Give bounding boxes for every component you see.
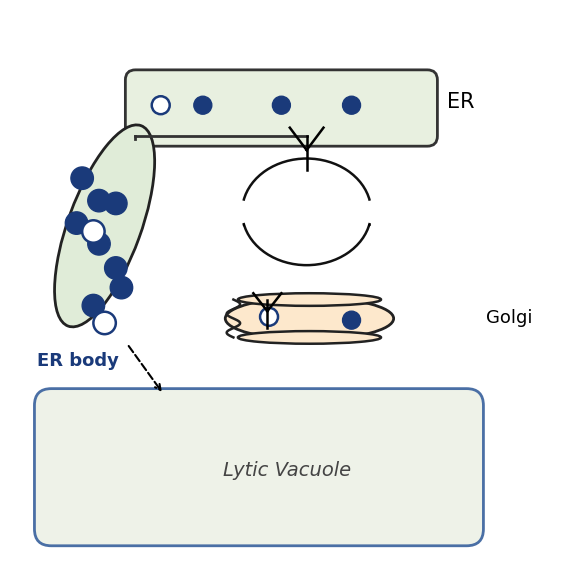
Circle shape [273, 96, 290, 114]
Ellipse shape [238, 331, 381, 343]
Ellipse shape [225, 297, 394, 340]
Text: ER body: ER body [37, 351, 119, 369]
Ellipse shape [55, 125, 154, 327]
Circle shape [110, 276, 133, 299]
Circle shape [104, 257, 127, 279]
Circle shape [88, 190, 110, 212]
Circle shape [104, 192, 127, 215]
Text: Golgi: Golgi [486, 310, 533, 328]
Text: Lytic Vacuole: Lytic Vacuole [223, 461, 351, 479]
Circle shape [88, 232, 110, 255]
Circle shape [194, 96, 212, 114]
Circle shape [71, 167, 94, 190]
FancyBboxPatch shape [34, 389, 483, 546]
Ellipse shape [238, 293, 381, 306]
Circle shape [65, 212, 88, 234]
Circle shape [260, 308, 278, 326]
FancyBboxPatch shape [125, 70, 437, 146]
Circle shape [343, 96, 360, 114]
Circle shape [82, 221, 104, 243]
Circle shape [343, 311, 360, 329]
Circle shape [94, 312, 116, 334]
Circle shape [82, 294, 104, 317]
Text: ER: ER [447, 92, 475, 112]
Circle shape [152, 96, 170, 114]
